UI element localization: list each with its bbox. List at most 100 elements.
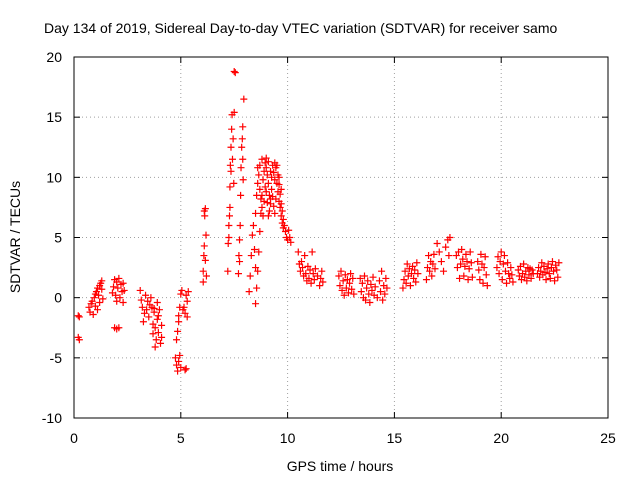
data-point [151, 343, 159, 351]
data-point [255, 171, 263, 179]
data-point [230, 67, 238, 75]
data-point [371, 283, 379, 291]
data-point [151, 324, 159, 332]
data-point [175, 318, 183, 326]
data-point [278, 207, 286, 215]
data-point [184, 288, 192, 296]
data-point [362, 296, 370, 304]
data-point [226, 161, 234, 169]
data-point [367, 280, 375, 288]
data-point [411, 266, 419, 274]
data-point [483, 282, 491, 290]
data-point [555, 259, 563, 267]
chart-title: Day 134 of 2019, Sidereal Day-to-day VTE… [44, 20, 557, 36]
data-point [250, 246, 258, 254]
data-point [258, 155, 266, 163]
x-tick-label: 20 [493, 430, 509, 446]
data-point [482, 271, 490, 279]
data-point [422, 276, 430, 284]
data-point [265, 191, 273, 199]
data-point [346, 279, 354, 287]
y-tick-label: 15 [46, 109, 62, 125]
data-point [235, 252, 243, 260]
data-point [136, 286, 144, 294]
data-point [89, 311, 97, 319]
data-point [154, 312, 162, 320]
data-point [366, 298, 374, 306]
data-point [481, 253, 489, 261]
data-point [183, 313, 191, 321]
data-point [113, 297, 121, 305]
data-point [287, 238, 295, 246]
data-point [230, 108, 238, 116]
data-point [499, 260, 507, 268]
data-point [410, 274, 418, 282]
data-point [286, 234, 294, 241]
data-point [225, 221, 233, 229]
data-point [177, 290, 185, 298]
data-point [179, 306, 187, 314]
data-point [230, 179, 238, 187]
data-point [143, 306, 151, 314]
data-point [307, 279, 315, 287]
data-point [478, 260, 486, 268]
data-point [145, 313, 153, 321]
data-point [75, 313, 83, 321]
data-point [227, 167, 235, 175]
data-point [139, 318, 147, 326]
data-point [369, 273, 377, 281]
data-point [181, 309, 189, 317]
data-point [113, 278, 121, 286]
data-point [85, 303, 93, 311]
data-point [468, 273, 476, 281]
data-point [459, 255, 467, 263]
data-point [276, 203, 284, 211]
data-point [119, 298, 127, 306]
data-point [273, 179, 281, 187]
data-point [430, 250, 438, 258]
data-point [149, 320, 157, 328]
data-point [442, 243, 450, 251]
data-point [245, 288, 253, 296]
data-point [308, 248, 316, 256]
data-point [305, 274, 313, 282]
data-point [201, 205, 209, 213]
data-point [158, 333, 166, 341]
data-point [147, 294, 155, 302]
data-point [155, 306, 163, 314]
data-point [429, 260, 437, 268]
data-point [336, 282, 344, 290]
data-point [138, 303, 146, 311]
data-point [435, 248, 443, 256]
data-point [296, 267, 304, 275]
data-point [508, 271, 516, 279]
data-point [252, 300, 260, 308]
data-point [238, 135, 246, 143]
data-point [463, 258, 471, 266]
data-point [271, 159, 279, 167]
data-point [498, 276, 506, 284]
data-point [358, 279, 366, 287]
data-point [88, 297, 96, 305]
data-point [522, 267, 530, 275]
data-point [467, 259, 475, 267]
data-point [406, 282, 414, 290]
data-point [256, 227, 264, 235]
data-point [547, 264, 555, 272]
data-point [456, 274, 464, 282]
data-point [202, 272, 210, 280]
data-point [252, 264, 260, 272]
data-point [259, 176, 267, 184]
data-point [403, 260, 411, 268]
data-point [337, 267, 345, 275]
data-point [349, 274, 357, 282]
data-point [112, 291, 120, 299]
data-point [110, 283, 118, 291]
data-point [493, 264, 501, 272]
data-point [554, 273, 562, 281]
data-point [383, 284, 391, 292]
data-point [252, 209, 260, 217]
data-point [264, 158, 272, 166]
data-point [239, 176, 247, 184]
data-point [262, 188, 270, 196]
